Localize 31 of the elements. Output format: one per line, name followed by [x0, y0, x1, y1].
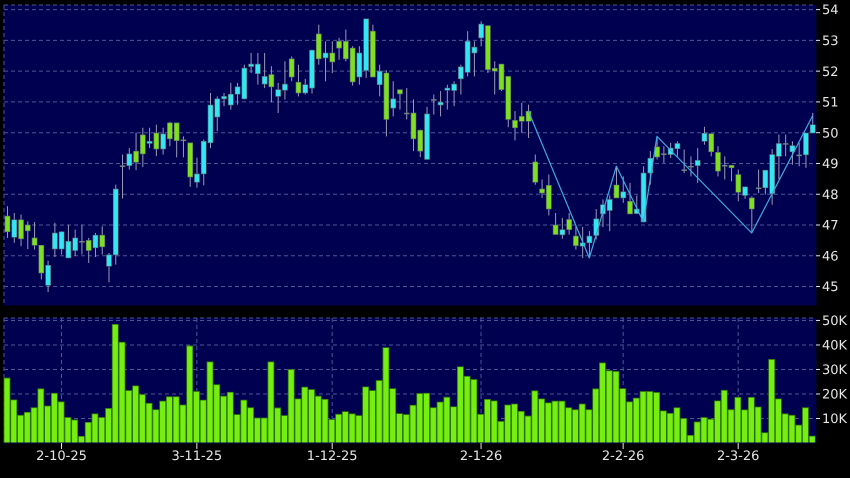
candlestick: [288, 56, 294, 82]
x-tick-label: 2-3-26: [716, 449, 760, 464]
candlestick: [790, 140, 796, 166]
y-tick-label: 20K: [822, 388, 848, 403]
y-tick-label: 46: [822, 249, 839, 264]
y-tick-label: 47: [822, 218, 839, 234]
y-tick-label: 48: [822, 188, 839, 203]
x-tick-label: 2-10-25: [36, 449, 87, 464]
candlestick: [397, 89, 403, 110]
y-tick-label: 51: [822, 96, 839, 111]
candlestick: [681, 149, 687, 174]
y-tick-label: 30K: [822, 363, 848, 378]
x-tick-label: 2-1-26: [460, 449, 502, 464]
y-tick-label: 45: [822, 280, 839, 296]
y-tick-label: 50K: [822, 314, 848, 330]
x-tick-label: 1-12-25: [306, 449, 358, 464]
y-tick-label: 54: [822, 3, 839, 18]
y-tick-label: 52: [822, 64, 839, 80]
y-tick-label: 53: [822, 34, 839, 49]
candlestick: [532, 154, 538, 186]
y-tick-label: 40K: [822, 338, 848, 354]
x-tick-label: 2-2-26: [602, 449, 644, 464]
candlestick: [431, 94, 437, 116]
candlestick: [694, 148, 700, 184]
candlestick: [688, 156, 694, 177]
y-tick-label: 50: [822, 126, 839, 142]
y-tick-label: 49: [822, 157, 839, 172]
y-tick-label: 10K: [822, 412, 848, 428]
candlestick: [438, 90, 444, 117]
candlestick: [749, 196, 755, 234]
x-tick-label: 3-11-25: [171, 449, 222, 464]
